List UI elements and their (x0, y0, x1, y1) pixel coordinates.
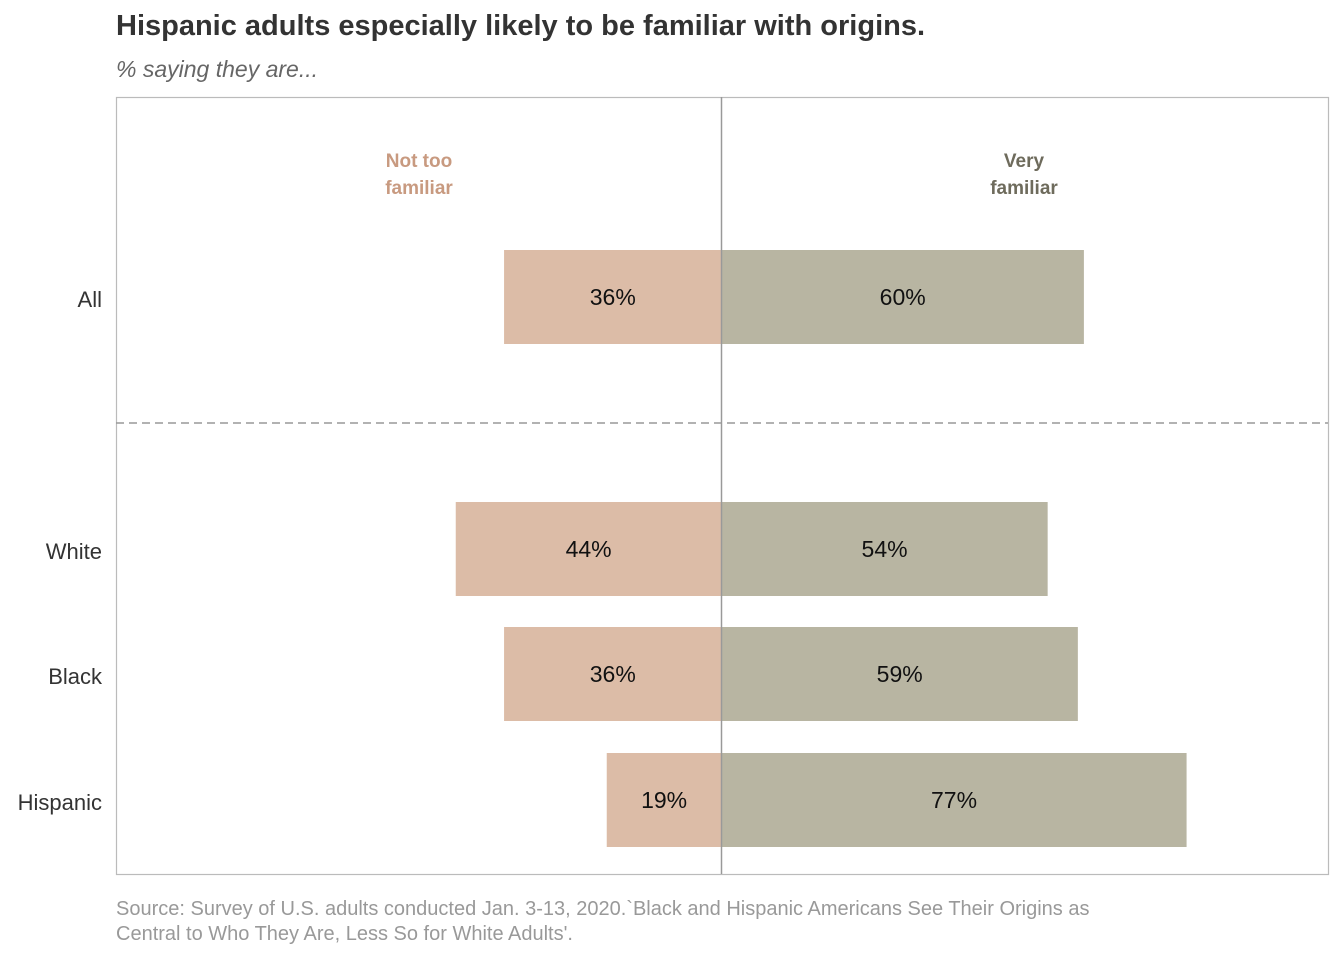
value-label-very-familiar-all: 60% (880, 284, 926, 310)
bar-very-familiar-black (721, 627, 1078, 721)
bar-not-too-familiar-white (455, 502, 722, 596)
value-label-very-familiar-hispanic: 77% (931, 787, 977, 813)
category-label-black: Black (48, 664, 103, 689)
value-label-not-too-familiar-hispanic: 19% (641, 787, 687, 813)
legend-very-familiar-line-2: familiar (990, 178, 1058, 199)
legend-not-too-familiar-line-1: Not too (386, 151, 452, 172)
bar-very-familiar-white (721, 502, 1048, 596)
value-label-very-familiar-black: 59% (877, 661, 923, 687)
legend-very-familiar-line-1: Very (1004, 151, 1045, 172)
bar-not-too-familiar-hispanic (606, 753, 722, 847)
source-note: Source: Survey of U.S. adults conducted … (116, 898, 1090, 945)
bar-very-familiar-all (721, 250, 1084, 344)
category-label-all: All (78, 287, 102, 312)
legend-not-too-familiar-line-2: familiar (385, 178, 453, 199)
plot-frame (115, 96, 1330, 876)
value-label-very-familiar-white: 54% (862, 536, 908, 562)
value-label-not-too-familiar-black: 36% (590, 661, 636, 687)
category-label-white: White (46, 539, 102, 564)
bar-not-too-familiar-all (504, 250, 722, 344)
chart-subtitle: % saying they are... (116, 56, 318, 82)
category-label-hispanic: Hispanic (18, 790, 102, 815)
value-label-not-too-familiar-all: 36% (590, 284, 636, 310)
bar-not-too-familiar-black (504, 627, 722, 721)
value-label-not-too-familiar-white: 44% (566, 536, 612, 562)
bar-very-familiar-hispanic (721, 753, 1187, 847)
chart-title: Hispanic adults especially likely to be … (116, 10, 926, 42)
